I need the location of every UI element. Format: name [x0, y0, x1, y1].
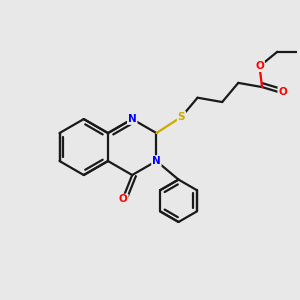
Text: O: O: [255, 61, 264, 71]
Text: N: N: [128, 114, 136, 124]
Text: N: N: [152, 156, 161, 166]
Text: S: S: [178, 112, 185, 122]
Text: O: O: [278, 87, 287, 98]
Text: O: O: [119, 194, 128, 205]
